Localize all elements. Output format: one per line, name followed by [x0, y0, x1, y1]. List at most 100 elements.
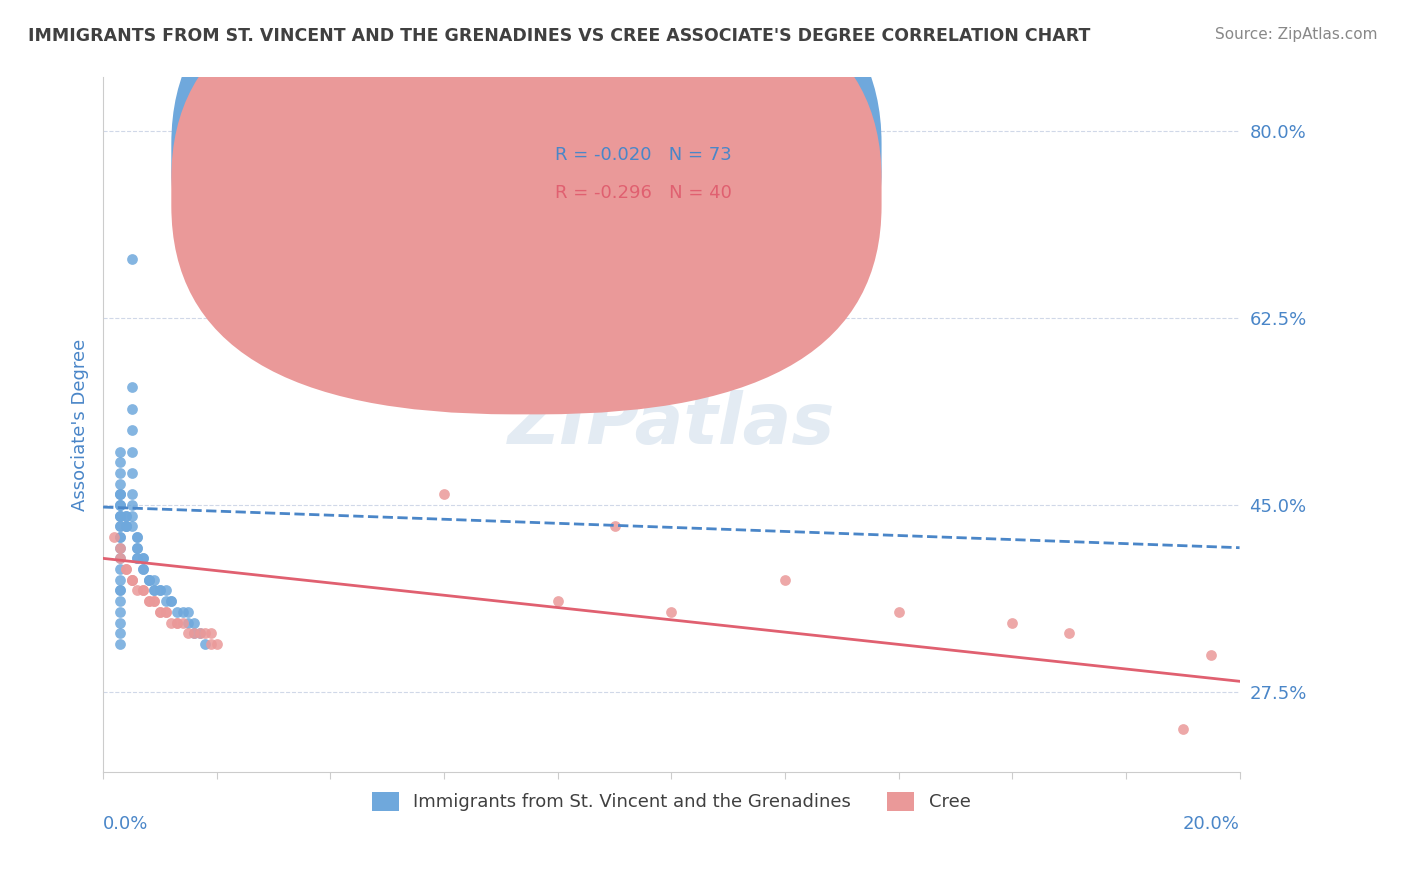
Point — [1171, 723, 1194, 737]
Point — [138, 573, 160, 587]
Point — [132, 551, 155, 566]
Point — [108, 476, 131, 491]
Point — [127, 530, 149, 544]
Point — [108, 530, 131, 544]
Text: R = -0.020   N = 73: R = -0.020 N = 73 — [555, 146, 733, 164]
Point — [143, 573, 166, 587]
Text: ZIPatlas: ZIPatlas — [508, 391, 835, 459]
Point — [887, 605, 910, 619]
Point — [121, 573, 143, 587]
Point — [127, 530, 149, 544]
Point — [121, 519, 143, 533]
FancyBboxPatch shape — [172, 0, 882, 380]
Point — [108, 637, 131, 651]
Point — [115, 519, 138, 533]
Point — [138, 573, 160, 587]
Y-axis label: Associate's Degree: Associate's Degree — [72, 339, 89, 511]
Point — [160, 594, 183, 608]
Point — [108, 573, 131, 587]
Point — [177, 626, 200, 640]
Point — [160, 615, 183, 630]
Point — [172, 615, 194, 630]
Point — [108, 519, 131, 533]
Point — [108, 498, 131, 512]
Point — [132, 562, 155, 576]
Point — [108, 508, 131, 523]
Point — [127, 583, 149, 598]
Point — [194, 637, 217, 651]
Point — [138, 594, 160, 608]
Point — [200, 637, 222, 651]
Legend: Immigrants from St. Vincent and the Grenadines, Cree: Immigrants from St. Vincent and the Gren… — [364, 785, 979, 819]
Point — [108, 583, 131, 598]
Point — [138, 573, 160, 587]
Point — [149, 583, 172, 598]
Point — [108, 519, 131, 533]
Point — [194, 626, 217, 640]
Point — [115, 508, 138, 523]
Point — [143, 583, 166, 598]
Point — [115, 519, 138, 533]
Point — [108, 615, 131, 630]
Point — [132, 551, 155, 566]
Point — [205, 637, 228, 651]
Point — [115, 508, 138, 523]
Point — [188, 626, 211, 640]
Point — [149, 605, 172, 619]
Point — [127, 551, 149, 566]
Point — [155, 605, 177, 619]
FancyBboxPatch shape — [489, 126, 831, 223]
Point — [108, 594, 131, 608]
Point — [132, 583, 155, 598]
Point — [183, 626, 205, 640]
Point — [166, 615, 188, 630]
Text: 0.0%: 0.0% — [103, 815, 149, 833]
Point — [121, 487, 143, 501]
Point — [155, 583, 177, 598]
Point — [177, 605, 200, 619]
Text: IMMIGRANTS FROM ST. VINCENT AND THE GRENADINES VS CREE ASSOCIATE'S DEGREE CORREL: IMMIGRANTS FROM ST. VINCENT AND THE GREN… — [28, 27, 1091, 45]
Text: R = -0.296   N = 40: R = -0.296 N = 40 — [555, 185, 733, 202]
Point — [108, 551, 131, 566]
Point — [121, 573, 143, 587]
Point — [121, 508, 143, 523]
Point — [108, 455, 131, 469]
Point — [108, 562, 131, 576]
Point — [132, 562, 155, 576]
Point — [121, 252, 143, 267]
Point — [1199, 648, 1222, 662]
Point — [166, 615, 188, 630]
Point — [108, 487, 131, 501]
Point — [121, 498, 143, 512]
Text: Source: ZipAtlas.com: Source: ZipAtlas.com — [1215, 27, 1378, 42]
Point — [172, 605, 194, 619]
Point — [188, 626, 211, 640]
Point — [108, 551, 131, 566]
Point — [108, 530, 131, 544]
Point — [108, 541, 131, 555]
FancyBboxPatch shape — [172, 0, 882, 415]
Point — [143, 583, 166, 598]
Point — [108, 626, 131, 640]
Point — [108, 444, 131, 458]
Point — [127, 551, 149, 566]
Point — [659, 605, 682, 619]
Point — [773, 573, 796, 587]
Point — [115, 562, 138, 576]
Point — [1057, 626, 1080, 640]
Point — [200, 626, 222, 640]
Point — [127, 541, 149, 555]
Point — [108, 487, 131, 501]
Point — [547, 594, 569, 608]
Point — [149, 583, 172, 598]
Point — [108, 508, 131, 523]
Point — [155, 605, 177, 619]
Point — [121, 573, 143, 587]
Point — [155, 594, 177, 608]
Point — [108, 508, 131, 523]
Point — [108, 498, 131, 512]
Point — [183, 626, 205, 640]
Point — [433, 487, 456, 501]
Point — [143, 594, 166, 608]
Point — [103, 530, 125, 544]
